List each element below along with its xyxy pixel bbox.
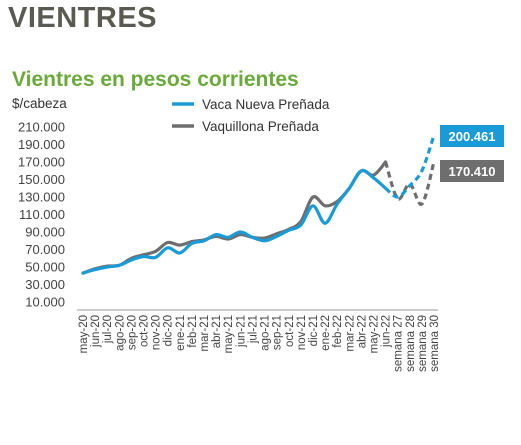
- x-tick-label: semana 29: [417, 315, 429, 372]
- x-tick-label: jun-20: [90, 315, 102, 348]
- x-tick-label: may-22: [368, 315, 380, 353]
- y-tick-label: 170.000: [18, 155, 65, 170]
- x-tick-label: jun-21: [235, 315, 247, 348]
- y-tick-label: 90.000: [25, 225, 65, 240]
- x-tick-label: nov-21: [296, 315, 308, 350]
- y-tick-label: 190.000: [18, 137, 65, 152]
- end-badge-0: [440, 125, 504, 147]
- series-line-1: [81, 160, 388, 275]
- x-tick-label: jul-20: [102, 315, 114, 344]
- x-tick-label: abr-22: [356, 315, 368, 348]
- x-tick-label: jul-21: [247, 315, 259, 344]
- x-tick-label: semana 30: [429, 315, 441, 372]
- x-tick-label: semana 28: [405, 315, 417, 372]
- y-tick-label: 70.000: [25, 242, 65, 257]
- x-tick-label: may-20: [78, 315, 90, 353]
- x-tick-label: feb-22: [332, 315, 344, 348]
- x-tick-label: ene-21: [175, 315, 187, 351]
- y-axis-ticks: 210.000 190.000 170.000 150.000 130.000 110.0…: [18, 120, 65, 310]
- page-title: VIENTRES: [8, 2, 158, 34]
- x-tick-label: jun-22: [381, 315, 393, 348]
- end-badge-label: 200.461: [449, 129, 496, 144]
- x-tick-label: semana 27: [393, 315, 405, 372]
- x-tick-label: dic-20: [163, 315, 175, 346]
- x-tick-label: may-21: [223, 315, 235, 353]
- x-tick-label: ago-20: [114, 315, 126, 351]
- y-tick-label: 130.000: [18, 190, 65, 205]
- legend-label: Vaquillona Preñada: [202, 119, 319, 134]
- x-tick-label: sep-21: [272, 315, 284, 350]
- x-tick-label: ago-21: [260, 315, 272, 351]
- x-tick-label: feb-21: [187, 315, 199, 348]
- legend: Vaca Nueva Preñada Vaquillona Preñada: [172, 97, 330, 134]
- end-badge-label: 170.410: [449, 164, 496, 179]
- series-projection-0: [384, 134, 436, 199]
- legend-label: Vaca Nueva Preñada: [202, 97, 330, 112]
- y-tick-label: 210.000: [18, 120, 65, 135]
- x-tick-label: oct-20: [139, 315, 151, 347]
- series-line-0: [81, 168, 388, 275]
- y-axis-label: $/cabeza: [12, 96, 67, 111]
- x-axis: may-20 jun-20 jul-20 ago-20 sep-20 oct-20 nov-…: [77, 309, 441, 372]
- end-badge-1: [440, 160, 504, 182]
- y-tick-label: 110.000: [19, 207, 65, 222]
- series-projection-1: [384, 161, 436, 206]
- x-tick-label: mar-22: [344, 315, 356, 351]
- x-tick-label: abr-21: [211, 315, 223, 348]
- end-value-badges: 200.461 170.410: [440, 125, 504, 182]
- y-tick-label: 150.000: [18, 172, 65, 187]
- series-lines: [81, 134, 436, 275]
- x-tick-label: ene-22: [320, 315, 332, 351]
- x-tick-label: dic-21: [308, 315, 320, 346]
- y-tick-label: 30.000: [25, 277, 65, 292]
- y-tick-label: 10.000: [25, 295, 65, 310]
- x-tick-label: oct-21: [284, 315, 296, 347]
- y-tick-label: 50.000: [25, 260, 65, 275]
- x-tick-label: nov-20: [151, 315, 163, 350]
- x-tick-label: sep-20: [126, 315, 138, 350]
- chart-title: Vientres en pesos corrientes: [12, 68, 299, 91]
- x-tick-label: mar-21: [199, 315, 211, 351]
